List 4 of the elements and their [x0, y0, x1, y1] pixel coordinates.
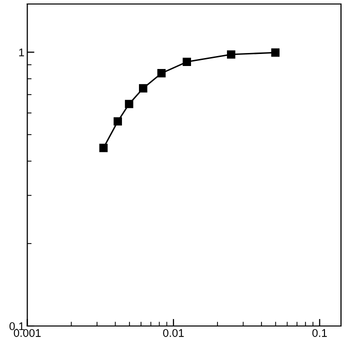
x-tick-label: 0.1	[312, 329, 327, 337]
x-tick-label: 0.01	[163, 329, 184, 337]
y-tick-label: 1	[19, 48, 24, 56]
x-tick-label: 0.001	[14, 329, 41, 337]
